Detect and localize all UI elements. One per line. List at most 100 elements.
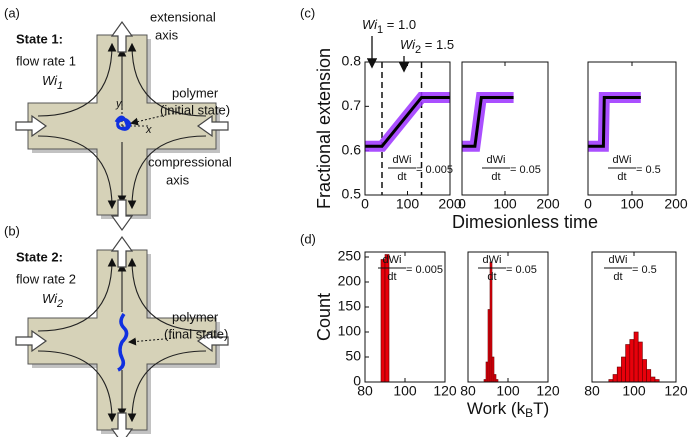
x-tick-label: 100 [620, 196, 644, 212]
x-label: Dimesionless time [452, 212, 598, 232]
diagram-b: (b) State 2: flow rate 2 Wi2 polymer (fi… [4, 223, 229, 437]
y-tick-label: 150 [338, 298, 362, 314]
fraction-den: dt [491, 171, 500, 183]
fraction-num: dWi [383, 254, 402, 266]
state: State 2: [16, 249, 63, 264]
bar [612, 374, 618, 383]
mean-line [462, 95, 514, 148]
x-tick-label: 0 [458, 196, 466, 212]
bar [646, 369, 652, 383]
polymer: polymer [172, 85, 219, 100]
diagram-a: (a) State 1: flow rate 1 Wi1 extensional… [4, 5, 232, 231]
x-tick-label: 120 [664, 383, 688, 399]
x-tick-label: 80 [357, 383, 373, 399]
flow: flow rate 2 [16, 271, 76, 286]
axis-y: y [115, 98, 123, 110]
wi: Wi2 [42, 291, 63, 309]
wi-sub: 1 [57, 80, 63, 92]
fraction-value: = 0.05 [506, 264, 537, 276]
y-tick-label: 250 [338, 248, 362, 264]
annotation-part: = 1.5 [421, 37, 454, 52]
x-tick-label: 0 [361, 196, 369, 212]
annotation-part: 2 [415, 44, 421, 56]
x-tick-label: 200 [438, 196, 462, 212]
panel-label: (d) [300, 231, 316, 246]
x-tick-label: 80 [460, 383, 476, 399]
annotation: Wi1 = 1.0 [362, 17, 416, 35]
annotation-part: Wi [362, 17, 378, 32]
axes-frame [461, 61, 549, 196]
x-tick-label: 200 [664, 196, 688, 212]
panel-label: (a) [4, 5, 20, 20]
bar [637, 341, 643, 383]
y-tick-label: 0.6 [342, 141, 362, 157]
axes-frame [591, 251, 677, 383]
annotation-part: 1 [377, 24, 383, 36]
axes-frame [587, 61, 677, 196]
bar [625, 344, 631, 383]
x-tick-label: 100 [622, 383, 646, 399]
wi-text: Wi [42, 73, 58, 88]
ext: axis [155, 27, 179, 42]
annotation-part: = 1.0 [383, 17, 416, 32]
x-tick-label: 80 [584, 383, 600, 399]
fraction-den: dt [487, 271, 496, 283]
axes-frame [364, 61, 451, 196]
x-tick-label: 100 [393, 383, 417, 399]
data-band [588, 91, 641, 152]
fraction-den: dt [613, 271, 622, 283]
fraction-value: = 0.5 [636, 164, 661, 176]
y-tick-label: 0.5 [342, 186, 362, 202]
wi-sub: 2 [56, 298, 63, 310]
annotation-part: Wi [400, 37, 416, 52]
mean-line [588, 95, 641, 148]
state: State 1: [16, 31, 63, 46]
x-tick-label: 120 [433, 383, 457, 399]
wi: Wi1 [42, 73, 63, 91]
y-label: Count [314, 293, 334, 341]
fraction-value: = 0.005 [416, 164, 453, 176]
data-band [365, 91, 450, 152]
fraction-value: = 0.05 [510, 164, 541, 176]
bar [650, 376, 656, 383]
bar [616, 366, 622, 383]
bar [380, 259, 386, 383]
wi-text: Wi [42, 291, 58, 306]
x-tick-label: 120 [536, 383, 560, 399]
x-tick-label: 100 [396, 196, 420, 212]
fraction-den: dt [397, 171, 406, 183]
polymer: (initial state) [160, 102, 230, 117]
x-label-part: B [525, 406, 533, 420]
fraction-num: dWi [487, 154, 506, 166]
fraction-num: dWi [613, 154, 632, 166]
ext: extensional [150, 9, 216, 24]
mean-line [365, 95, 450, 148]
fraction-num: dWi [483, 254, 502, 266]
axes-frame [467, 251, 549, 383]
fraction-value: = 0.5 [632, 264, 657, 276]
x-tick-label: 100 [493, 196, 517, 212]
y-tick-label: 0.8 [342, 53, 362, 69]
x-label: Work (kBT) [467, 399, 549, 420]
fraction-num: dWi [393, 154, 412, 166]
polymer: (final state) [164, 326, 228, 341]
axes-frame [364, 251, 446, 383]
x-tick-label: 200 [536, 196, 560, 212]
flow: flow rate 1 [16, 53, 76, 68]
fraction-den: dt [617, 171, 626, 183]
y-tick-label: 0 [353, 373, 361, 389]
annotation: Wi2 = 1.5 [400, 37, 454, 55]
bar [642, 359, 647, 383]
comp: compressional [148, 154, 232, 169]
axis-x: x [145, 124, 152, 136]
fraction-value: = 0.005 [406, 264, 443, 276]
y-tick-label: 50 [345, 348, 361, 364]
polymer: polymer [172, 309, 219, 324]
bar [633, 331, 639, 383]
bar [629, 339, 635, 383]
panel-label: (b) [4, 223, 20, 238]
comp: axis [166, 172, 190, 187]
x-tick-label: 100 [496, 383, 520, 399]
